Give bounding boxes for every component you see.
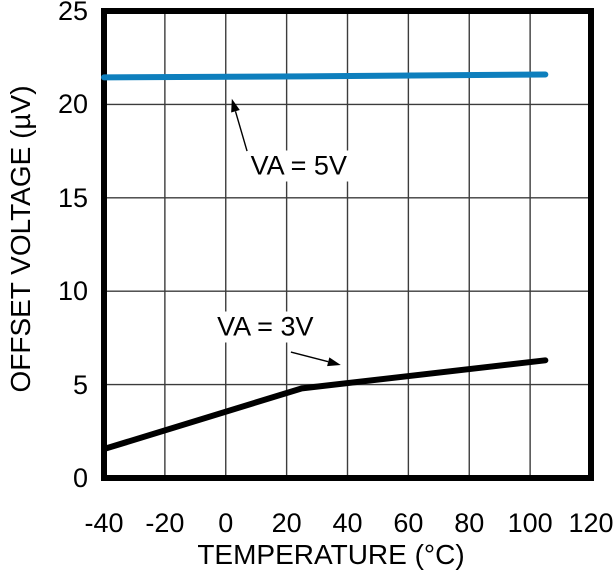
y-axis-title: OFFSET VOLTAGE (µV) [5,85,36,393]
x-tick-label: -20 [145,508,185,538]
annotation-arrowhead [327,357,341,367]
series-line-va-3v [101,357,549,453]
annotation-arrow-line [234,111,248,152]
annotation-arrowhead [231,98,240,113]
x-tick-label: 80 [454,508,485,538]
y-tick-label: 20 [57,89,88,120]
x-tick-label: 100 [507,508,553,538]
annotation-va-5v: VA = 5V [247,150,350,182]
y-tick-label: 0 [72,463,88,493]
annotation-arrow-line [290,351,329,363]
x-tick-label: 120 [568,508,614,538]
y-tick-label: 25 [57,0,88,26]
y-tick-label: 5 [72,369,88,400]
x-tick-label: 0 [218,508,234,538]
plot-border [101,8,594,481]
x-tick-label: 60 [393,508,424,538]
x-tick-label: 20 [271,508,302,538]
x-tick-label: -40 [84,508,124,538]
series-line-va-5v [101,71,549,81]
x-tick-label: 40 [332,508,363,538]
y-tick-label: 10 [57,276,88,307]
annotation-va-3v: VA = 3V [214,311,317,343]
y-tick-label: 15 [57,182,88,213]
x-axis-title: TEMPERATURE (°C) [197,539,465,570]
